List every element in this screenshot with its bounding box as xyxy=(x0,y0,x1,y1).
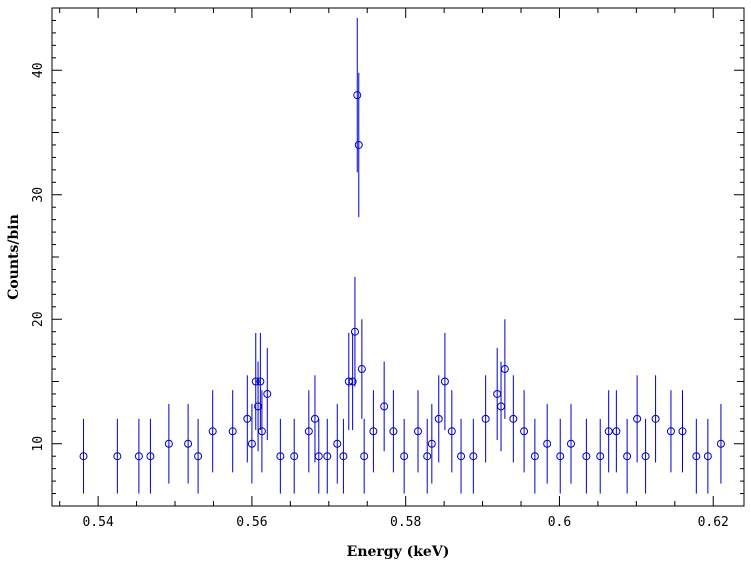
data-point xyxy=(247,439,256,448)
data-point xyxy=(276,452,285,461)
data-point xyxy=(623,452,632,461)
data-point xyxy=(164,439,173,448)
data-point xyxy=(440,377,449,386)
data-point xyxy=(692,452,701,461)
data-point xyxy=(434,414,443,423)
data-point xyxy=(323,452,332,461)
data-point xyxy=(641,452,650,461)
data-point xyxy=(380,402,389,411)
data-point xyxy=(582,452,591,461)
data-point xyxy=(413,427,422,436)
data-point xyxy=(567,439,575,448)
data-point xyxy=(348,377,357,386)
data-point xyxy=(339,452,348,461)
data-point xyxy=(194,452,203,461)
data-point xyxy=(360,452,369,461)
y-axis-title: Counts/bin xyxy=(6,214,22,300)
data-point xyxy=(113,452,122,461)
data-point xyxy=(228,427,237,436)
x-tick-label: 0.54 xyxy=(82,515,113,530)
data-point xyxy=(481,414,490,423)
data-point xyxy=(520,427,529,436)
axis-ticks xyxy=(52,7,744,507)
data-point xyxy=(208,427,217,436)
data-point xyxy=(79,452,88,461)
data-point xyxy=(354,140,363,149)
data-point xyxy=(596,452,605,461)
data-point xyxy=(184,439,193,448)
data-point xyxy=(703,452,712,461)
data-point xyxy=(400,452,409,461)
data-point xyxy=(257,427,266,436)
data-point xyxy=(256,377,265,386)
data-point xyxy=(633,414,642,423)
data-point xyxy=(350,327,359,336)
data-point xyxy=(146,452,155,461)
data-point xyxy=(290,452,299,461)
data-point xyxy=(369,427,378,436)
y-tick-label: 40 xyxy=(31,62,46,78)
data-point xyxy=(263,389,272,398)
data-point xyxy=(651,414,660,423)
data-point xyxy=(353,91,362,100)
x-tick-label: 0.56 xyxy=(236,515,267,530)
x-tick-label: 0.62 xyxy=(698,515,729,530)
data-point xyxy=(251,377,260,386)
data-point xyxy=(556,452,565,461)
data-point xyxy=(612,427,621,436)
data-point xyxy=(604,427,613,436)
data-point xyxy=(243,414,252,423)
y-tick-label: 10 xyxy=(31,436,46,452)
data-point xyxy=(509,414,518,423)
data-point xyxy=(678,427,687,436)
data-point xyxy=(427,439,436,448)
x-tick-label: 0.58 xyxy=(390,515,421,530)
data-point xyxy=(134,452,143,461)
data-point xyxy=(500,365,509,374)
data-point xyxy=(333,439,342,448)
data-point xyxy=(389,427,398,436)
data-point xyxy=(666,427,675,436)
data-point xyxy=(469,452,478,461)
data-point xyxy=(423,452,432,461)
data-points xyxy=(79,17,725,494)
data-point xyxy=(314,452,323,461)
data-point xyxy=(530,452,539,461)
y-tick-label: 20 xyxy=(31,311,46,327)
data-point xyxy=(543,439,552,448)
data-point xyxy=(304,427,313,436)
data-point xyxy=(357,365,366,374)
x-tick-label: 0.6 xyxy=(548,515,571,530)
y-tick-label: 30 xyxy=(31,187,46,203)
axis-tick-labels: 0.54 0.56 0.58 0.6 0.62 10 20 30 40 xyxy=(31,62,729,530)
data-point xyxy=(716,439,725,448)
data-point xyxy=(447,427,456,436)
data-point xyxy=(457,452,466,461)
plot-frame xyxy=(51,7,745,507)
x-axis-title: Energy (keV) xyxy=(347,544,450,560)
